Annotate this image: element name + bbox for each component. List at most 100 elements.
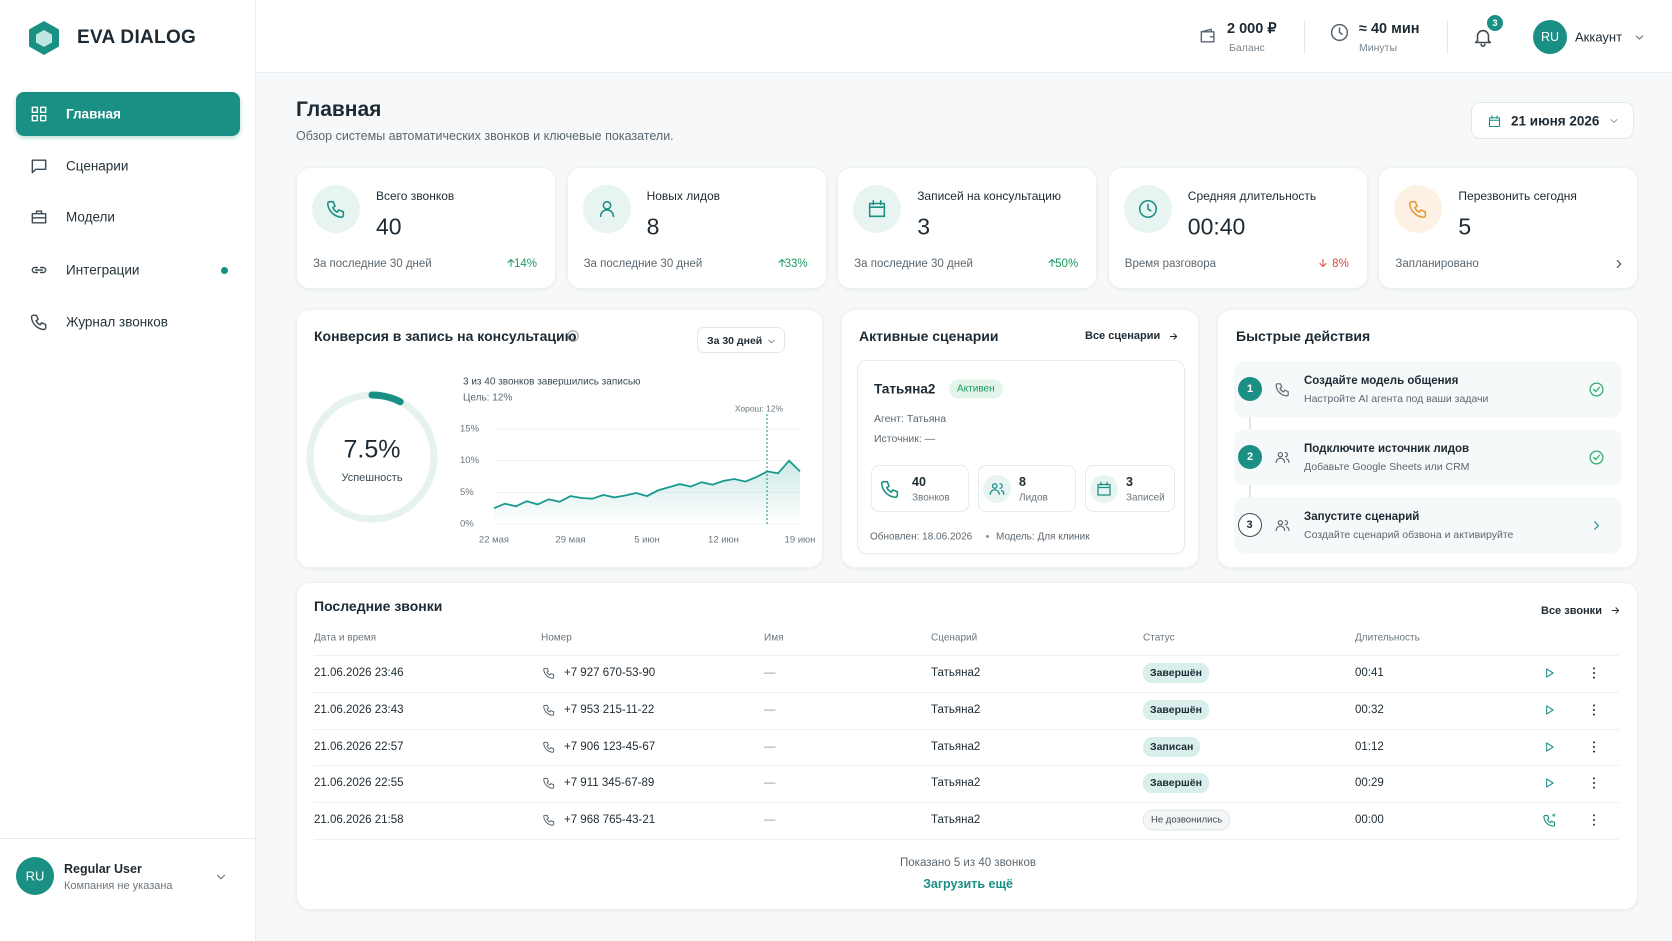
date-picker[interactable]: 21 июня 2026 — [1471, 102, 1634, 139]
card-link[interactable]: Все сценарии — [1085, 330, 1161, 342]
metric-value: 40 — [912, 475, 926, 489]
stat-card: Средняя длительность 00:40 Время разговора… — [1107, 167, 1368, 289]
call-duration: 00:29 — [1355, 777, 1384, 790]
action-step[interactable]: 2 Подключите источник лидов Добавьте Googl… — [1234, 429, 1622, 485]
step-number-label: 3 — [1246, 518, 1253, 531]
nav-item[interactable]: Сценарии — [16, 144, 240, 188]
icon-path — [767, 339, 775, 343]
stat-value: 5 — [1458, 213, 1472, 240]
play-button[interactable] — [1540, 811, 1558, 829]
play-button[interactable] — [1540, 774, 1558, 792]
row-menu[interactable] — [1585, 701, 1603, 719]
icon — [1169, 332, 1177, 340]
icon — [1138, 199, 1157, 219]
row-menu[interactable] — [1585, 664, 1603, 682]
icon — [31, 210, 47, 224]
call-scenario: Татьяна2 — [931, 740, 981, 753]
status-dot — [220, 266, 228, 274]
metric: 40 Звонков — [871, 465, 969, 512]
call-number: +7 968 765-43-21 — [564, 814, 656, 827]
action-step[interactable]: 3 Запустите сценарий Создайте сценарий обз… — [1234, 497, 1622, 553]
icon — [1200, 28, 1215, 43]
notifications[interactable]: 3 — [1470, 15, 1503, 50]
icon-path — [543, 815, 555, 826]
user-company: Компания не указана — [64, 880, 173, 892]
nav-label: Модели — [66, 209, 115, 225]
metric-value: 8 — [1019, 475, 1026, 489]
stat-card: Записей на консультацию 3 За последние 30 … — [837, 167, 1098, 289]
icon-path — [1409, 200, 1427, 219]
call-scenario: Татьяна2 — [931, 667, 981, 679]
nav-item[interactable]: Главная — [16, 92, 240, 136]
row-menu[interactable] — [1585, 811, 1603, 829]
icon — [1546, 668, 1554, 678]
icon — [1593, 704, 1595, 716]
stat-card: Новых лидов 8 За последние 30 дней 33% — [566, 167, 827, 289]
line — [493, 459, 801, 510]
icon-circle — [312, 185, 360, 233]
row-menu[interactable] — [1585, 774, 1603, 792]
topbar: 2 000 ₽ Баланс ≈ 40 мин Минуты 3 RU Аккаунт — [256, 0, 1672, 73]
calls-footer: Показано 5 из 40 звонков — [900, 857, 1036, 869]
icon-path — [1611, 606, 1619, 614]
period-select[interactable]: За 30 дней — [697, 327, 785, 353]
call-name: — — [764, 814, 776, 827]
play-button[interactable] — [1540, 738, 1558, 756]
icon — [31, 266, 47, 274]
icon — [1542, 814, 1555, 827]
call-date: 21.06.2026 23:43 — [314, 703, 404, 716]
gauge-value: 7.5% — [344, 436, 401, 464]
load-more[interactable]: Загрузить ещё — [923, 877, 1013, 891]
scenario-updated: Обновлен: 18.06.2026 — [870, 531, 973, 543]
icon-path — [326, 200, 345, 219]
nav-label: Главная — [66, 106, 121, 122]
play-button[interactable] — [1540, 701, 1558, 719]
icon — [869, 199, 886, 218]
icon — [989, 483, 1005, 495]
scenario-card[interactable]: Татьяна2 Активен Агент: Татьяна Источник: —… — [857, 360, 1185, 554]
icon-path — [1169, 332, 1177, 340]
stat-change: 8% — [1332, 258, 1349, 270]
row-menu[interactable] — [1585, 738, 1603, 756]
icon — [1275, 519, 1289, 531]
icon — [507, 259, 515, 267]
conversion-summary: 3 из 40 звонков завершились записью — [463, 377, 641, 388]
icon-path — [1319, 259, 1327, 267]
stat-change: 14% — [513, 258, 537, 270]
nav-item[interactable]: Интеграции — [16, 248, 240, 292]
stat-note: Время разговора — [1124, 258, 1217, 270]
call-name: — — [764, 777, 776, 790]
nav-item[interactable]: Журнал звонков — [16, 300, 240, 344]
step-number-label: 1 — [1246, 383, 1254, 395]
account-menu[interactable]: RU Аккаунт — [1531, 18, 1661, 56]
icon — [217, 874, 225, 880]
icon-path — [1552, 813, 1556, 817]
icon — [1409, 200, 1427, 219]
brand: EVA DIALOG — [77, 27, 197, 48]
call-status: Записан — [1143, 736, 1201, 757]
badge-count: 3 — [1492, 18, 1498, 28]
date-label: 21 июня 2026 — [1511, 113, 1600, 129]
icon-path — [567, 330, 579, 342]
icon-path — [1542, 814, 1555, 827]
icon-path — [31, 106, 47, 122]
row-divider — [314, 655, 1619, 656]
icon — [1330, 23, 1348, 41]
stat-label: Записей на консультацию — [917, 189, 1062, 203]
icon-path — [869, 199, 886, 218]
metric: 3 Записей — [1085, 465, 1175, 512]
icon-path — [543, 741, 555, 753]
play-button[interactable] — [1540, 664, 1558, 682]
nav-item[interactable]: Модели — [16, 195, 240, 239]
icon — [1617, 259, 1622, 269]
stat-card[interactable]: Перезвонить сегодня 5 Запланировано — [1378, 167, 1639, 289]
step-number: 2 — [1238, 445, 1262, 469]
icon-path — [31, 266, 47, 274]
stat-label: Новых лидов — [646, 189, 721, 203]
icon-path — [1546, 705, 1554, 715]
card-title: Быстрые действия — [1236, 328, 1371, 344]
conversion-goal: Цель: 12% — [463, 393, 512, 404]
icon — [31, 106, 47, 122]
action-step[interactable]: 1 Создайте модель общения Настройте AI аге… — [1234, 361, 1622, 417]
card-link[interactable]: Все звонки — [1541, 605, 1602, 617]
